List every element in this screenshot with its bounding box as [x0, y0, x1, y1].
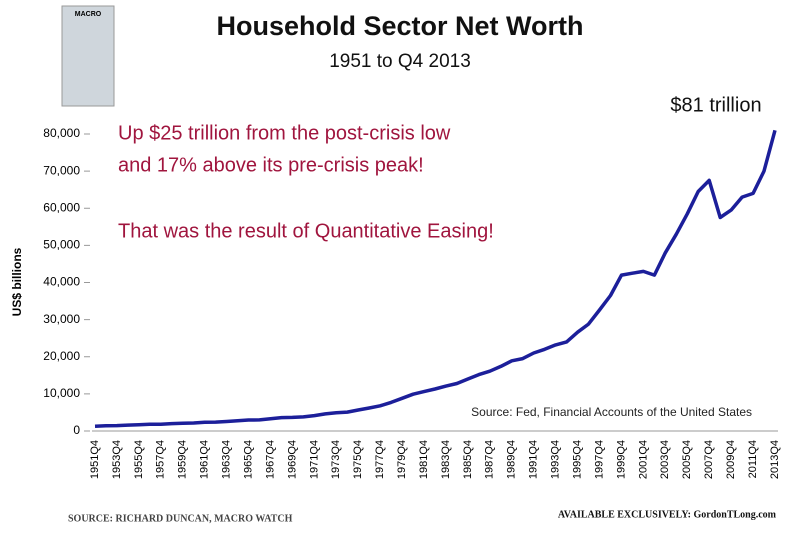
- x-tick-label: 1991Q4: [528, 440, 540, 479]
- chart-subtitle: 1951 to Q4 2013: [329, 51, 471, 72]
- x-tick-label: 1971Q4: [308, 440, 320, 479]
- x-tick-label: 2001Q4: [637, 440, 649, 479]
- y-tick-label: 50,000: [43, 238, 80, 252]
- x-tick-label: 2013Q4: [769, 440, 781, 479]
- x-tick-label: 1967Q4: [264, 440, 276, 479]
- x-tick-label: 1969Q4: [286, 440, 298, 479]
- x-tick-label: 2009Q4: [725, 440, 737, 479]
- data-line: [94, 129, 777, 428]
- x-tick-label: 1957Q4: [155, 440, 167, 479]
- x-tick-label: 1987Q4: [484, 440, 496, 479]
- peak-annotation: $81 trillion: [670, 94, 761, 116]
- y-tick-label: 0: [73, 423, 80, 437]
- logo: [61, 5, 115, 107]
- x-tick-label: 1979Q4: [396, 440, 408, 479]
- x-tick-label: 1955Q4: [133, 440, 145, 479]
- y-tick-label: 70,000: [43, 163, 80, 177]
- x-tick-label: 2007Q4: [703, 440, 715, 479]
- y-tick-label: 20,000: [43, 349, 80, 363]
- x-tick-label: 1977Q4: [374, 440, 386, 479]
- footer-left: SOURCE: RICHARD DUNCAN, MACRO WATCH: [68, 513, 293, 524]
- y-tick-label: 80,000: [43, 126, 80, 140]
- x-tick-label: 1951Q4: [89, 440, 101, 479]
- x-tick-label: 2011Q4: [747, 440, 759, 478]
- x-tick-label: 1993Q4: [550, 440, 562, 479]
- x-tick-label: 2005Q4: [681, 440, 693, 479]
- x-tick-label: 1975Q4: [352, 440, 364, 479]
- x-tick-label: 1973Q4: [330, 440, 342, 479]
- x-tick-label: 1965Q4: [242, 440, 254, 479]
- x-tick-label: 1959Q4: [177, 440, 189, 479]
- x-tick-label: 1961Q4: [199, 440, 211, 479]
- y-tick-label: 60,000: [43, 200, 80, 214]
- y-tick-label: 10,000: [43, 386, 80, 400]
- logo-text: MACRO: [75, 11, 102, 18]
- x-tick-label: 1999Q4: [615, 440, 627, 479]
- footer-right: AVAILABLE EXCLUSIVELY: GordonTLong.com: [558, 509, 777, 520]
- x-tick-label: 1983Q4: [440, 440, 452, 479]
- source-note: Source: Fed, Financial Accounts of the U…: [471, 405, 752, 419]
- y-axis-label: US$ billions: [10, 247, 24, 316]
- chart-title: Household Sector Net Worth: [216, 11, 583, 41]
- x-tick-label: 1981Q4: [418, 440, 430, 479]
- annotation: Up $25 trillion from the post-crisis low: [118, 122, 451, 144]
- x-tick-label: 1953Q4: [111, 440, 123, 479]
- x-tick-label: 1989Q4: [506, 440, 518, 479]
- annotation: and 17% above its pre-crisis peak!: [118, 154, 424, 176]
- x-tick-label: 1985Q4: [462, 440, 474, 479]
- y-tick-label: 40,000: [43, 275, 80, 289]
- x-tick-label: 2003Q4: [659, 440, 671, 479]
- x-tick-label: 1963Q4: [221, 440, 233, 479]
- x-tick-label: 1995Q4: [571, 440, 583, 479]
- y-tick-label: 30,000: [43, 312, 80, 326]
- annotation: That was the result of Quantitative Easi…: [118, 220, 494, 242]
- x-tick-label: 1997Q4: [593, 440, 605, 479]
